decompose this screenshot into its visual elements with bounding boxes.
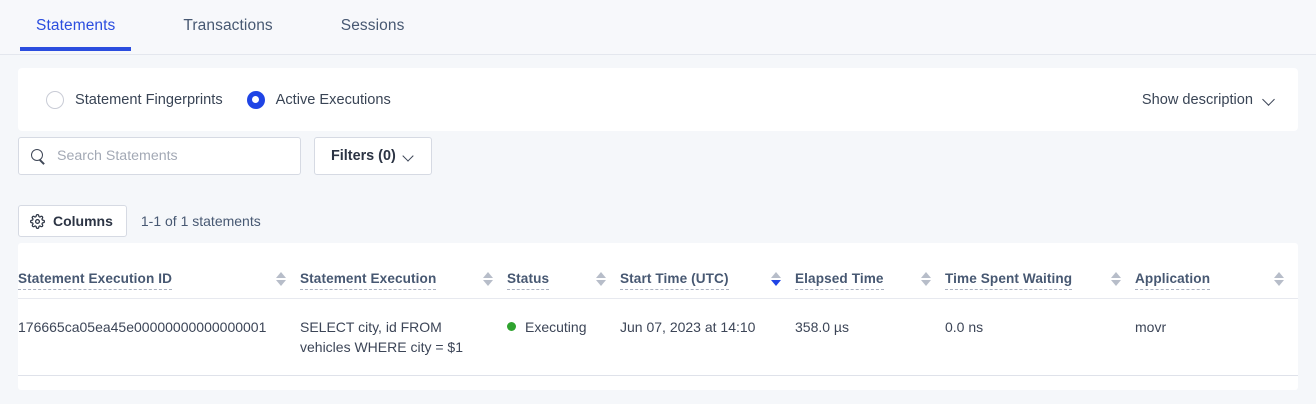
sort-toggle-application[interactable] xyxy=(1274,271,1284,286)
cell-statement[interactable]: SELECT city, id FROM vehicles WHERE city… xyxy=(300,298,507,377)
tab-statements[interactable]: Statements xyxy=(20,0,132,51)
search-icon xyxy=(31,148,46,164)
tab-transactions-label: Transactions xyxy=(183,17,273,34)
cell-application: movr xyxy=(1135,298,1298,377)
table-header: Statement Execution ID Statement Executi… xyxy=(18,243,1298,299)
statement-text: SELECT city, id FROM vehicles WHERE city… xyxy=(300,318,463,355)
radio-statement-fingerprints[interactable]: Statement Fingerprints xyxy=(46,90,223,109)
sort-descending-icon xyxy=(1111,280,1121,286)
sort-descending-icon xyxy=(596,280,606,286)
view-toggle-card: Statement Fingerprints Active Executions… xyxy=(18,68,1298,131)
show-description-toggle[interactable]: Show description xyxy=(1142,92,1276,108)
status-badge: Executing xyxy=(525,318,587,335)
column-header-label: Application xyxy=(1135,271,1211,290)
column-header-label: Statement Execution ID xyxy=(18,271,173,290)
column-header-label: Elapsed Time xyxy=(795,271,884,290)
sort-ascending-icon xyxy=(1274,272,1284,278)
columns-button[interactable]: Columns xyxy=(18,205,127,237)
gear-icon xyxy=(30,213,45,229)
filters-button[interactable]: Filters (0) xyxy=(314,137,432,175)
sort-toggle-statement-execution[interactable] xyxy=(483,271,493,286)
cell-time-spent-waiting: 0.0 ns xyxy=(945,298,1135,377)
cell-start-time: Jun 07, 2023 at 14:10 xyxy=(620,298,795,377)
sort-toggle-elapsed-time[interactable] xyxy=(921,271,931,286)
column-header-application[interactable]: Application xyxy=(1135,243,1298,299)
statements-table: Statement Execution ID Statement Executi… xyxy=(18,243,1298,377)
search-input[interactable] xyxy=(57,148,288,164)
sort-descending-icon xyxy=(276,280,286,286)
sort-ascending-icon xyxy=(771,272,781,278)
sort-ascending-icon xyxy=(276,272,286,278)
chevron-down-icon xyxy=(404,151,415,162)
column-header-status[interactable]: Status xyxy=(507,243,620,299)
table-row[interactable]: 176665ca05ea45e00000000000000001 SELECT … xyxy=(18,298,1298,377)
sort-descending-icon xyxy=(921,280,931,286)
sort-toggle-statement-execution-id[interactable] xyxy=(276,271,286,286)
column-header-statement-execution[interactable]: Statement Execution xyxy=(300,243,507,299)
sort-descending-icon xyxy=(483,280,493,286)
column-header-elapsed-time[interactable]: Elapsed Time xyxy=(795,243,945,299)
tab-sessions-label: Sessions xyxy=(340,17,405,34)
cell-status: Executing xyxy=(507,298,620,377)
sort-ascending-icon xyxy=(1111,272,1121,278)
cell-elapsed-time: 358.0 µs xyxy=(795,298,945,377)
radio-active-executions[interactable]: Active Executions xyxy=(246,90,391,109)
column-header-statement-execution-id[interactable]: Statement Execution ID xyxy=(18,243,300,299)
table-header-row: Statement Execution ID Statement Executi… xyxy=(18,243,1298,299)
main-tab-bar: Statements Transactions Sessions xyxy=(0,0,1316,55)
columns-button-label: Columns xyxy=(53,213,113,229)
view-toggle-group: Statement Fingerprints Active Executions xyxy=(46,90,415,109)
sort-ascending-icon xyxy=(921,272,931,278)
column-header-time-spent-waiting[interactable]: Time Spent Waiting xyxy=(945,243,1135,299)
radio-active-executions-label: Active Executions xyxy=(275,91,391,108)
search-statements-box[interactable] xyxy=(18,137,301,175)
columns-count-row: Columns 1-1 of 1 statements xyxy=(18,205,261,237)
filters-button-label: Filters (0) xyxy=(331,148,396,164)
column-header-label: Start Time (UTC) xyxy=(620,271,729,290)
column-header-start-time[interactable]: Start Time (UTC) xyxy=(620,243,795,299)
column-header-label: Status xyxy=(507,271,550,290)
status-dot-icon xyxy=(507,322,516,332)
radio-statement-fingerprints-label: Statement Fingerprints xyxy=(75,91,223,108)
cell-execution-id[interactable]: 176665ca05ea45e00000000000000001 xyxy=(18,298,300,377)
sort-toggle-status[interactable] xyxy=(596,271,606,286)
tab-statements-label: Statements xyxy=(36,17,116,34)
sort-descending-icon xyxy=(1274,280,1284,286)
statements-table-card: Statement Execution ID Statement Executi… xyxy=(18,243,1298,390)
column-header-label: Statement Execution xyxy=(300,271,437,290)
sort-ascending-icon xyxy=(596,272,606,278)
column-header-label: Time Spent Waiting xyxy=(945,271,1073,290)
search-filter-row: Filters (0) xyxy=(18,137,432,175)
table-body: 176665ca05ea45e00000000000000001 SELECT … xyxy=(18,298,1298,377)
sort-toggle-start-time[interactable] xyxy=(771,271,781,286)
show-description-label: Show description xyxy=(1141,91,1253,108)
sort-toggle-time-spent-waiting[interactable] xyxy=(1111,271,1121,286)
chevron-down-icon xyxy=(1264,94,1276,106)
tab-sessions[interactable]: Sessions xyxy=(325,0,421,51)
radio-button-checked-icon xyxy=(246,90,265,109)
tab-transactions[interactable]: Transactions xyxy=(167,0,288,51)
sort-ascending-icon xyxy=(483,272,493,278)
sort-descending-icon xyxy=(771,280,781,286)
radio-button-unchecked-icon xyxy=(46,90,64,109)
results-count: 1-1 of 1 statements xyxy=(140,213,261,229)
